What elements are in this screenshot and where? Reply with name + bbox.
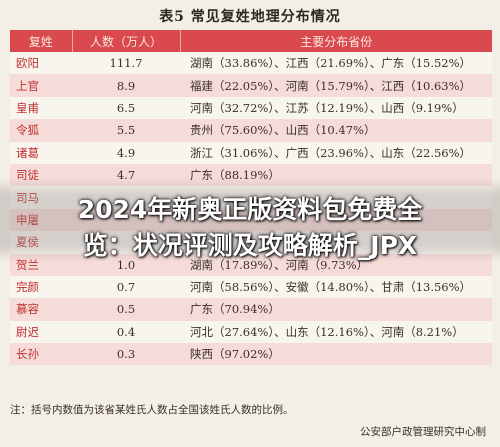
cell-surname: 长孙: [10, 343, 72, 366]
cell-population: 0.3: [72, 343, 180, 366]
cell-population: [72, 231, 180, 254]
cell-provinces: [180, 208, 492, 232]
cell-surname: 慕容: [10, 298, 72, 321]
cell-population: 4.7: [72, 163, 180, 187]
cell-provinces: [180, 231, 492, 254]
cell-surname: 令狐: [10, 119, 72, 142]
cell-population: [72, 208, 180, 232]
table-header-row: 复姓 人数（万人） 主要分布省份: [10, 30, 492, 52]
cell-provinces: [180, 186, 492, 209]
cell-provinces: 河北（27.64%）、山东（12.16%）、河南（8.21%）: [180, 320, 492, 344]
cell-provinces: 陕西（97.02%）: [180, 343, 492, 366]
cell-provinces: 湖南（17.89%）、河南（9.73%）: [180, 253, 492, 276]
table-row: 长孙 0.3 陕西（97.02%）: [10, 343, 492, 366]
cell-surname: 欧阳: [10, 52, 72, 75]
cell-provinces: 福建（22.05%）、河南（15.79%）、江西（10.63%）: [180, 74, 492, 97]
cell-provinces: 广东（70.94%）: [180, 298, 492, 321]
cell-population: 0.7: [72, 275, 180, 299]
headline-line-2: 览：状况评测及攻略解析_JPX: [82, 231, 418, 260]
table-row: 夏侯: [10, 231, 492, 254]
cell-population: 0.4: [72, 320, 180, 344]
cell-population: 4.9: [72, 141, 180, 164]
cell-surname: 申屠: [10, 208, 72, 232]
cell-population: 8.9: [72, 74, 180, 97]
table-row: 司马: [10, 186, 492, 209]
headline-line-1: 2024年新奥正版资料包免费全: [77, 195, 423, 224]
cell-surname: 尉迟: [10, 320, 72, 344]
table-row: 诸葛 4.9 浙江（31.06%）、广西（23.96%）、山东（22.56%）: [10, 141, 492, 164]
cell-surname: 上官: [10, 74, 72, 97]
cell-population: [72, 186, 180, 209]
cell-provinces: 浙江（31.06%）、广西（23.96%）、山东（22.56%）: [180, 141, 492, 164]
table-row: 上官 8.9 福建（22.05%）、河南（15.79%）、江西（10.63%）: [10, 74, 492, 97]
header-surname: 复姓: [10, 30, 73, 52]
cell-surname: 皇甫: [10, 96, 72, 120]
cell-surname: 司徒: [10, 163, 72, 187]
cell-provinces: 贵州（75.60%）、山西（10.47%）: [180, 119, 492, 142]
cell-population: 6.5: [72, 96, 180, 120]
cell-population: 5.5: [72, 119, 180, 142]
cell-surname: 贺兰: [10, 253, 72, 276]
table-row: 司徒 4.7 广东（88.19%）: [10, 163, 492, 187]
cell-surname: 司马: [10, 186, 72, 209]
header-population: 人数（万人）: [72, 30, 181, 52]
table-title: 表5 常见复姓地理分布情况: [159, 9, 341, 25]
table-row: 皇甫 6.5 河南（32.72%）、江苏（12.19%）、山西（9.19%）: [10, 96, 492, 120]
cell-provinces: 广东（88.19%）: [180, 163, 492, 187]
cell-provinces: 湖南（33.86%）、江西（21.69%）、广东（15.52%）: [180, 52, 492, 75]
cell-surname: 诸葛: [10, 141, 72, 164]
cell-population: 1.0: [72, 253, 180, 276]
cell-provinces: 河南（58.56%）、安徽（14.80%）、甘肃（13.56%）: [180, 275, 492, 299]
footnote: 注：括号内数值为该省某姓氏人数占全国该姓氏人数的比例。: [10, 404, 294, 416]
table-row: 完颜 0.7 河南（58.56%）、安徽（14.80%）、甘肃（13.56%）: [10, 275, 492, 299]
table-row: 欧阳 111.7 湖南（33.86%）、江西（21.69%）、广东（15.52%…: [10, 52, 492, 75]
header-provinces: 主要分布省份: [180, 30, 492, 52]
table-row: 尉迟 0.4 河北（27.64%）、山东（12.16%）、河南（8.21%）: [10, 320, 492, 344]
table-row: 申屠: [10, 208, 492, 232]
source-credit: 公安部户政管理研究中心制: [360, 426, 486, 438]
table-row: 令狐 5.5 贵州（75.60%）、山西（10.47%）: [10, 119, 492, 142]
cell-population: 0.5: [72, 298, 180, 321]
table-row: 慕容 0.5 广东（70.94%）: [10, 298, 492, 321]
headline-overlay-band: [0, 178, 500, 262]
surname-distribution-table: 复姓 人数（万人） 主要分布省份 欧阳 111.7 湖南（33.86%）、江西（…: [10, 30, 492, 366]
cell-surname: 夏侯: [10, 231, 72, 254]
cell-population: 111.7: [72, 52, 180, 75]
cell-provinces: 河南（32.72%）、江苏（12.19%）、山西（9.19%）: [180, 96, 492, 120]
cell-surname: 完颜: [10, 275, 72, 299]
table-row: 贺兰 1.0 湖南（17.89%）、河南（9.73%）: [10, 253, 492, 276]
